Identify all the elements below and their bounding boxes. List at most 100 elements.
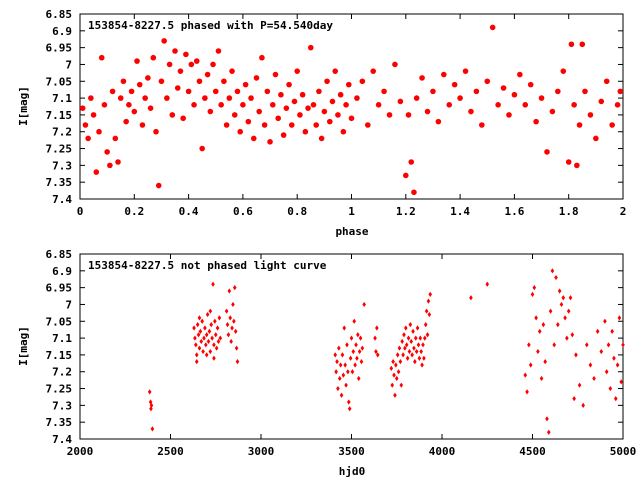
data-points — [79, 24, 624, 196]
data-point — [180, 115, 186, 122]
data-point — [204, 332, 209, 338]
data-point — [139, 122, 146, 128]
data-point — [394, 375, 399, 382]
data-point — [208, 348, 213, 355]
data-point — [405, 355, 410, 361]
data-point — [484, 78, 491, 85]
data-point — [541, 322, 546, 328]
data-point — [192, 325, 196, 331]
data-point — [375, 325, 379, 331]
data-point — [359, 359, 364, 365]
data-point — [85, 135, 91, 142]
data-point — [462, 68, 469, 74]
data-point — [528, 362, 533, 368]
data-point — [321, 108, 328, 115]
data-point — [394, 362, 398, 368]
data-point — [354, 342, 358, 348]
data-point — [126, 102, 132, 108]
data-point — [595, 328, 600, 334]
plot-frame — [79, 13, 624, 200]
data-point — [343, 362, 347, 368]
data-point — [117, 95, 124, 101]
data-point — [204, 352, 209, 358]
data-point — [408, 322, 413, 328]
data-point — [337, 91, 344, 98]
data-point — [362, 301, 366, 308]
data-point — [104, 149, 110, 155]
y-tick-label: 7.4 — [52, 433, 72, 446]
data-point — [326, 118, 333, 125]
data-point — [352, 318, 357, 324]
data-point — [537, 328, 542, 334]
data-point — [391, 359, 395, 365]
y-tick-label: 6.9 — [52, 25, 72, 38]
data-point — [571, 102, 577, 108]
data-point — [112, 135, 119, 142]
data-point — [603, 78, 610, 85]
data-point — [211, 281, 215, 287]
data-point — [358, 335, 363, 341]
data-point — [410, 352, 414, 358]
x-tick-label: 3500 — [338, 445, 365, 458]
data-point — [209, 322, 214, 328]
y-axis-label: I[mag] — [17, 326, 30, 366]
data-point — [415, 325, 420, 331]
data-point — [310, 102, 317, 108]
x-axis-label: hjd0 — [339, 465, 366, 478]
data-point — [536, 348, 540, 355]
y-tick-label: 7.35 — [46, 176, 73, 189]
data-point — [375, 102, 382, 108]
data-point — [390, 382, 395, 388]
data-point — [545, 416, 549, 422]
data-point — [194, 352, 199, 358]
x-tick-label: 0.6 — [233, 205, 253, 218]
data-point — [549, 108, 556, 115]
data-point — [565, 335, 569, 341]
data-point — [397, 345, 402, 351]
data-point — [93, 169, 100, 175]
x-tick-label: 3000 — [248, 445, 275, 458]
data-point — [585, 342, 589, 348]
data-point — [149, 402, 154, 408]
data-point — [407, 348, 412, 355]
data-point — [534, 315, 538, 321]
data-point — [196, 332, 201, 338]
data-point — [185, 88, 192, 95]
data-point — [199, 338, 204, 345]
data-point — [345, 81, 352, 88]
data-point — [213, 332, 218, 338]
data-point — [200, 318, 204, 324]
data-point — [115, 159, 121, 165]
plot-title: 153854-8227.5 not phased light curve — [88, 259, 327, 272]
data-point — [354, 95, 360, 101]
y-tick-label: 7.1 — [52, 92, 72, 105]
data-point — [149, 406, 153, 412]
data-point — [224, 308, 229, 314]
data-point — [96, 128, 102, 135]
data-point — [403, 345, 407, 351]
data-point — [131, 108, 138, 115]
data-point — [307, 44, 314, 51]
data-point — [592, 375, 596, 382]
data-point — [90, 112, 97, 118]
data-point — [527, 342, 531, 348]
data-point — [145, 75, 151, 81]
data-point — [234, 88, 241, 95]
data-point — [610, 328, 614, 334]
data-point — [333, 352, 338, 358]
data-point — [386, 112, 393, 118]
data-point — [563, 315, 567, 321]
data-point — [421, 342, 425, 348]
data-point — [232, 318, 236, 324]
plot-frame — [79, 253, 624, 440]
data-point — [82, 122, 89, 128]
data-point — [389, 365, 394, 371]
data-point — [205, 311, 210, 318]
data-point — [259, 54, 265, 61]
y-tick-label: 6.95 — [46, 282, 73, 295]
data-point — [441, 71, 447, 78]
data-point — [288, 122, 295, 128]
unphased-light-curve-panel: 153854-8227.5 not phased light curve hjd… — [17, 248, 636, 478]
data-point — [357, 348, 362, 355]
data-point — [473, 88, 480, 95]
